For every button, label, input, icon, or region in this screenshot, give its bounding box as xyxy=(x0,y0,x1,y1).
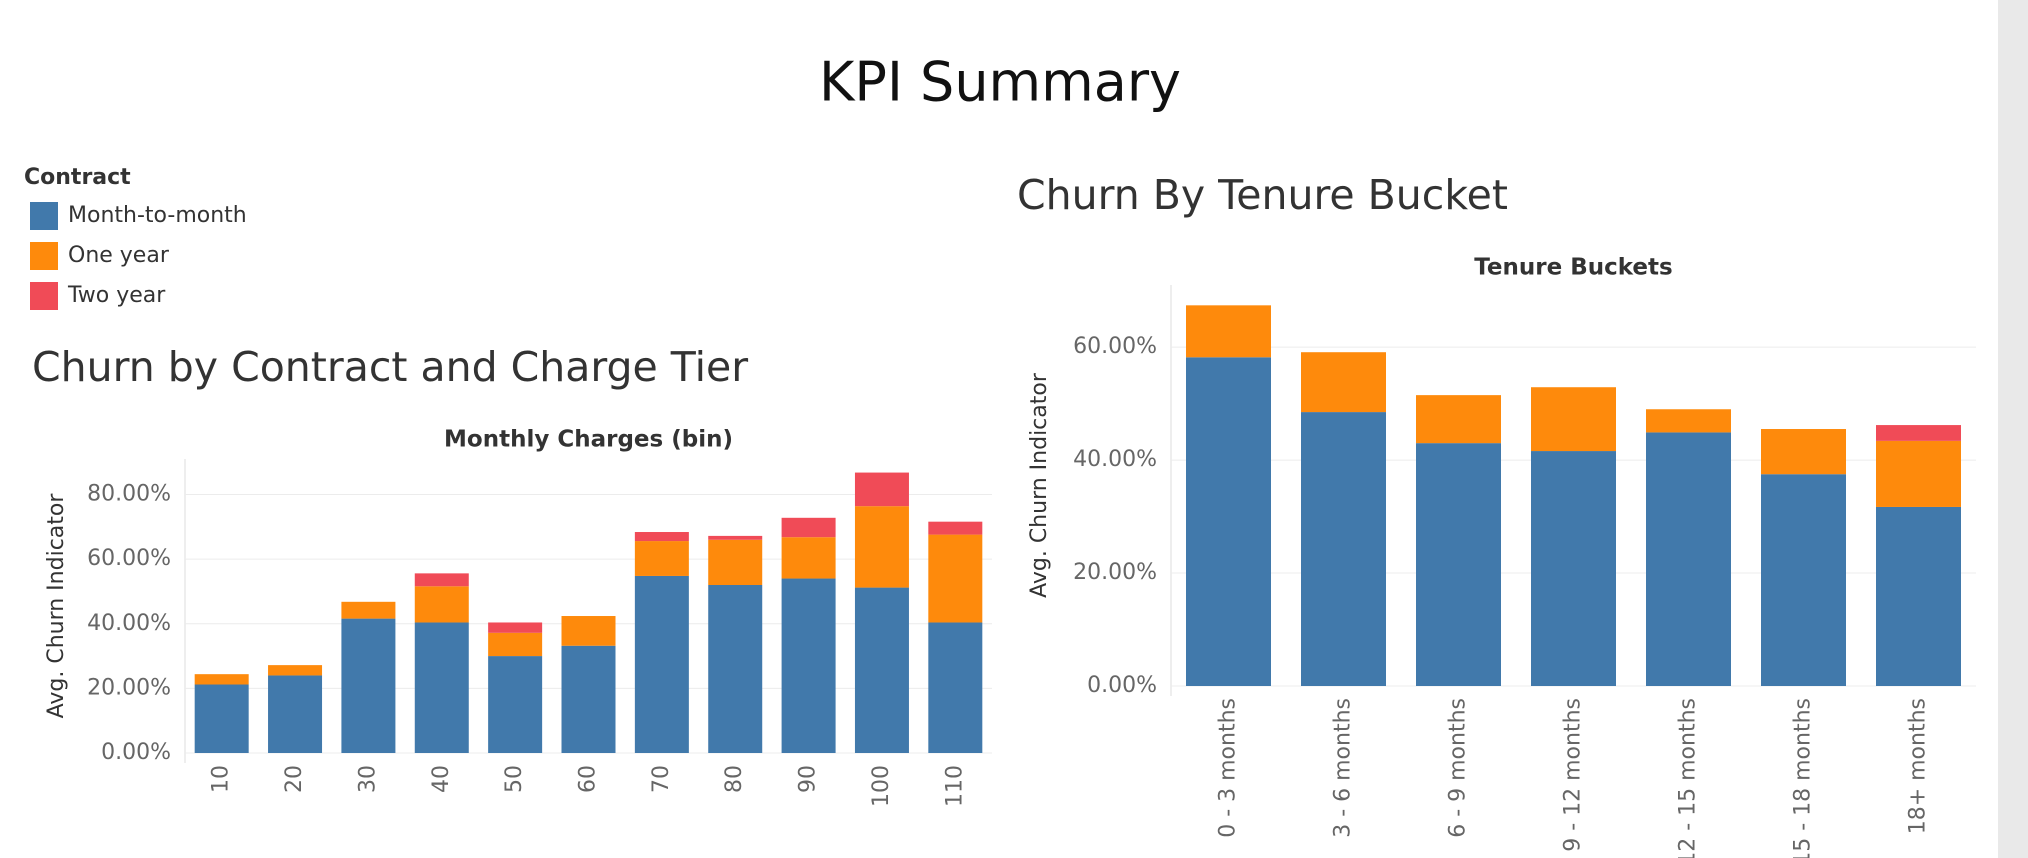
axis-title: Monthly Charges (bin) xyxy=(444,427,733,453)
y-tick-label: 20.00% xyxy=(87,675,171,700)
x-tick-label: 50 xyxy=(502,765,527,793)
bar-segment xyxy=(854,506,909,588)
x-tick-label: 0 - 3 months xyxy=(1216,698,1241,838)
bar-segment xyxy=(341,618,396,753)
bar-segment xyxy=(1531,387,1616,452)
bar-segment xyxy=(268,665,323,676)
bar-segment xyxy=(928,622,983,753)
x-tick-label: 30 xyxy=(355,765,380,793)
bar-segment xyxy=(488,632,543,657)
x-tick-label: 6 - 9 months xyxy=(1446,698,1471,838)
y-tick-label: 40.00% xyxy=(87,611,171,636)
bar-segment xyxy=(1301,412,1386,686)
bar-segment xyxy=(561,645,616,753)
bar-segment xyxy=(194,674,249,685)
x-tick-label: 110 xyxy=(942,765,967,807)
bar-segment xyxy=(1186,305,1271,358)
bar-segment xyxy=(781,537,836,579)
y-tick-label: 0.00% xyxy=(1087,673,1157,698)
x-tick-label: 10 xyxy=(209,765,234,793)
bar-segment xyxy=(928,534,983,623)
bar-segment xyxy=(194,684,249,753)
bar-segment xyxy=(414,586,469,623)
legend-swatch xyxy=(30,282,58,310)
y-tick-label: 60.00% xyxy=(1073,334,1157,359)
x-tick-label: 12 - 15 months xyxy=(1676,698,1701,858)
bar-segment xyxy=(561,616,616,646)
bar-segment xyxy=(854,587,909,753)
y-tick-label: 80.00% xyxy=(87,482,171,507)
bar-segment xyxy=(928,521,983,535)
x-tick-label: 80 xyxy=(722,765,747,793)
legend-swatch xyxy=(30,242,58,270)
x-tick-label: 100 xyxy=(869,765,894,807)
bar-segment xyxy=(1646,432,1731,686)
legend-label: One year xyxy=(68,243,170,268)
bar-segment xyxy=(634,575,689,753)
bar-segment xyxy=(1876,425,1961,441)
x-tick-label: 40 xyxy=(429,765,454,793)
bar-segment xyxy=(488,622,543,633)
bar-segment xyxy=(341,601,396,619)
bar-segment xyxy=(414,622,469,753)
bar-segment xyxy=(1761,429,1846,475)
bar-segment xyxy=(708,539,763,585)
bar-segment xyxy=(1416,443,1501,686)
bar-segment xyxy=(488,656,543,753)
chart-title: Churn By Tenure Bucket xyxy=(1017,171,1508,219)
x-tick-label: 70 xyxy=(649,765,674,793)
axis-title: Tenure Buckets xyxy=(1474,255,1672,281)
x-tick-label: 3 - 6 months xyxy=(1331,698,1356,838)
bar-segment xyxy=(854,472,909,507)
legend-label: Two year xyxy=(67,283,166,308)
bar-segment xyxy=(1301,352,1386,413)
y-tick-label: 60.00% xyxy=(87,546,171,571)
bar-segment xyxy=(1761,474,1846,686)
scrollbar-strip xyxy=(1998,0,2028,858)
x-tick-label: 60 xyxy=(576,765,601,793)
x-tick-label: 20 xyxy=(282,765,307,793)
x-tick-label: 15 - 18 months xyxy=(1791,698,1816,858)
bar-segment xyxy=(634,541,689,576)
bar-segment xyxy=(1416,395,1501,444)
y-tick-label: 0.00% xyxy=(101,740,171,765)
legend-title: Contract xyxy=(24,165,131,190)
legend-label: Month-to-month xyxy=(68,203,247,228)
bar-segment xyxy=(708,535,763,540)
x-tick-label: 18+ months xyxy=(1906,698,1931,834)
y-axis-title: Avg. Churn Indicator xyxy=(1027,372,1052,598)
dashboard-title: KPI Summary xyxy=(819,51,1181,114)
legend-swatch xyxy=(30,202,58,230)
y-axis-title: Avg. Churn Indicator xyxy=(44,493,69,719)
bar-segment xyxy=(1876,440,1961,507)
x-tick-label: 90 xyxy=(796,765,821,793)
y-tick-label: 40.00% xyxy=(1073,447,1157,472)
x-tick-label: 9 - 12 months xyxy=(1561,698,1586,852)
y-tick-label: 20.00% xyxy=(1073,560,1157,585)
bar-segment xyxy=(708,585,763,753)
bar-segment xyxy=(1876,506,1961,686)
bar-segment xyxy=(1186,357,1271,686)
bar-segment xyxy=(414,573,469,587)
bar-segment xyxy=(1646,409,1731,433)
bar-segment xyxy=(1531,451,1616,686)
bar-segment xyxy=(268,675,323,753)
bar-segment xyxy=(781,517,836,538)
bar-segment xyxy=(781,578,836,753)
bar-segment xyxy=(634,532,689,542)
chart-title: Churn by Contract and Charge Tier xyxy=(32,343,748,391)
